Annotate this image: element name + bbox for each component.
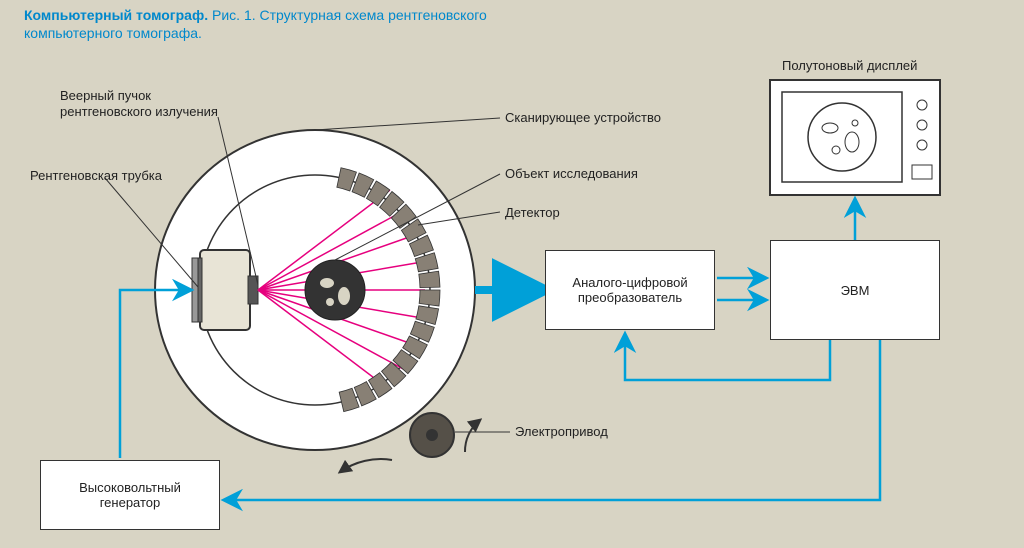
- label-beam: Веерный пучок рентгеновского излучения: [60, 88, 218, 119]
- label-display: Полутоновый дисплей: [782, 58, 917, 74]
- box-cpu: ЭВМ: [770, 240, 940, 340]
- rotation-arrow-2: [465, 420, 480, 452]
- arrow-cpu-adc: [625, 335, 830, 380]
- label-scanner: Сканирующее устройство: [505, 110, 661, 126]
- xray-tube: [192, 250, 258, 330]
- box-adc: Аналого-цифровой преобразователь: [545, 250, 715, 330]
- label-drive: Электропривод: [515, 424, 608, 440]
- scan-object: [305, 260, 365, 320]
- label-object: Объект исследования: [505, 166, 638, 182]
- box-hv: Высоковольтный генератор: [40, 460, 220, 530]
- display-monitor: [770, 80, 940, 195]
- rotation-arrow-1: [340, 459, 392, 472]
- drive-wheel: [410, 413, 454, 457]
- label-detector: Детектор: [505, 205, 560, 221]
- label-tube: Рентгеновская трубка: [30, 168, 162, 184]
